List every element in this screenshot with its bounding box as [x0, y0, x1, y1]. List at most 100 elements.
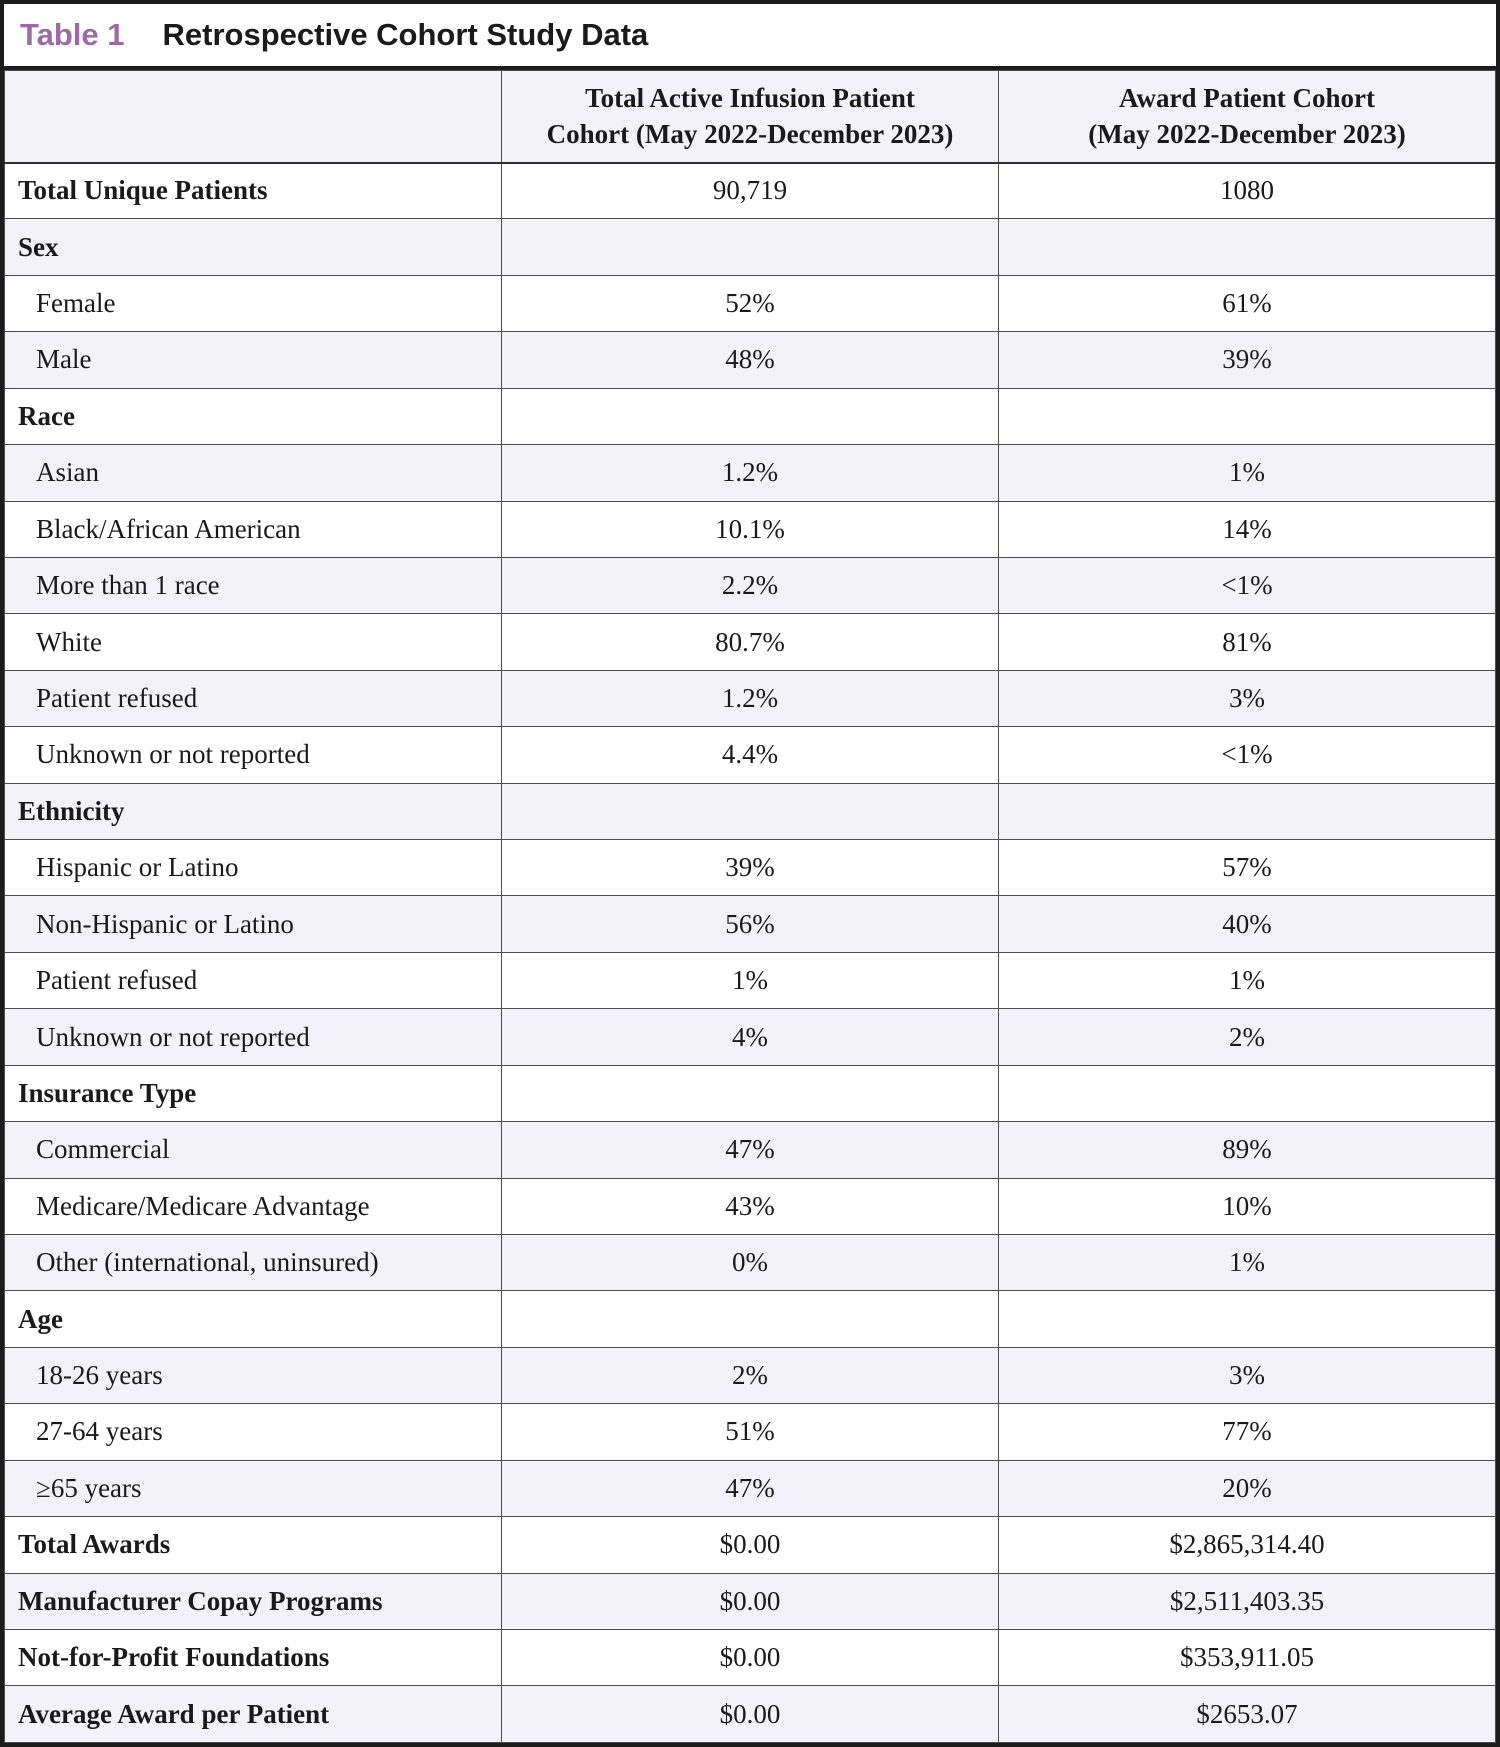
row-value-award-cohort: [998, 1064, 1496, 1123]
row-value-award-cohort: 89%: [998, 1121, 1496, 1179]
table-row: Commercial 47% 89%: [4, 1121, 1496, 1179]
row-value-award-cohort: $353,911.05: [998, 1628, 1496, 1687]
row-value-award-cohort: 1080: [998, 161, 1496, 220]
row-value-infusion-cohort: 2%: [501, 1346, 999, 1405]
row-value-award-cohort: [998, 782, 1496, 841]
table-row: Medicare/Medicare Advantage 43% 10%: [4, 1177, 1496, 1236]
row-value-infusion-cohort: 1.2%: [501, 444, 999, 502]
row-value-award-cohort: <1%: [998, 556, 1496, 615]
table-container: Total Active Infusion Patient Cohort (Ma…: [4, 70, 1496, 1743]
row-value-infusion-cohort: 4%: [501, 1008, 999, 1066]
row-label: Total Awards: [4, 1516, 502, 1574]
row-value-infusion-cohort: [501, 387, 999, 446]
table-row: Male 48% 39%: [4, 331, 1496, 389]
row-label: Black/African American: [4, 500, 502, 558]
row-value-infusion-cohort: $0.00: [501, 1628, 999, 1687]
row-label: Race: [4, 387, 502, 446]
row-value-infusion-cohort: 10.1%: [501, 500, 999, 558]
table-row: Insurance Type: [4, 1064, 1496, 1123]
row-label: Medicare/Medicare Advantage: [4, 1177, 502, 1236]
row-label: White: [4, 613, 502, 671]
row-value-award-cohort: 3%: [998, 1346, 1496, 1405]
table-row: Black/African American 10.1% 14%: [4, 500, 1496, 558]
table-title-text: Retrospective Cohort Study Data: [162, 17, 649, 52]
row-value-award-cohort: $2,865,314.40: [998, 1516, 1496, 1574]
row-label: Patient refused: [4, 951, 502, 1010]
table-row: Total Awards $0.00 $2,865,314.40: [4, 1516, 1496, 1574]
table-row: Unknown or not reported 4.4% <1%: [4, 726, 1496, 784]
row-value-award-cohort: 20%: [998, 1459, 1496, 1518]
table-title-bar: Table 1 Retrospective Cohort Study Data: [4, 4, 1496, 70]
row-value-infusion-cohort: 80.7%: [501, 613, 999, 671]
table-row: 18-26 years 2% 3%: [4, 1346, 1496, 1405]
header-row: Total Active Infusion Patient Cohort (Ma…: [4, 70, 1496, 164]
row-value-infusion-cohort: 43%: [501, 1177, 999, 1236]
table-row: Not-for-Profit Foundations $0.00 $353,911.…: [4, 1628, 1496, 1687]
table-body: Total Unique Patients 90,719 1080 Sex Female…: [4, 161, 1496, 1743]
table-row: Female 52% 61%: [4, 274, 1496, 333]
row-value-infusion-cohort: 1.2%: [501, 669, 999, 728]
row-value-infusion-cohort: [501, 1290, 999, 1348]
row-value-award-cohort: 39%: [998, 331, 1496, 389]
table-row: Ethnicity: [4, 782, 1496, 841]
table-number-label: Table 1: [20, 17, 125, 52]
row-value-infusion-cohort: 51%: [501, 1403, 999, 1461]
row-label: Insurance Type: [4, 1064, 502, 1123]
table-row: Manufacturer Copay Programs $0.00 $2,511,4…: [4, 1572, 1496, 1630]
table-row: Other (international, uninsured) 0% 1%: [4, 1234, 1496, 1292]
row-value-infusion-cohort: 48%: [501, 331, 999, 389]
table-row: Total Unique Patients 90,719 1080: [4, 161, 1496, 220]
row-value-award-cohort: [998, 387, 1496, 446]
cohort-study-table: Total Active Infusion Patient Cohort (Ma…: [4, 70, 1496, 1743]
row-value-infusion-cohort: 47%: [501, 1121, 999, 1179]
row-value-award-cohort: $2,511,403.35: [998, 1572, 1496, 1630]
row-label: More than 1 race: [4, 556, 502, 615]
row-value-award-cohort: 14%: [998, 500, 1496, 558]
row-value-award-cohort: 2%: [998, 1008, 1496, 1066]
row-label: Patient refused: [4, 669, 502, 728]
row-value-infusion-cohort: [501, 1064, 999, 1123]
table-row: Sex: [4, 218, 1496, 276]
row-label: Total Unique Patients: [4, 161, 502, 220]
row-value-infusion-cohort: 4.4%: [501, 726, 999, 784]
row-value-award-cohort: 57%: [998, 839, 1496, 897]
table-row: Asian 1.2% 1%: [4, 444, 1496, 502]
row-value-award-cohort: <1%: [998, 726, 1496, 784]
row-label: Average Award per Patient: [4, 1685, 502, 1743]
row-value-award-cohort: [998, 218, 1496, 276]
row-label: Male: [4, 331, 502, 389]
table-row: More than 1 race 2.2% <1%: [4, 556, 1496, 615]
table-row: ≥65 years 47% 20%: [4, 1459, 1496, 1518]
row-value-infusion-cohort: 2.2%: [501, 556, 999, 615]
row-label: 27-64 years: [4, 1403, 502, 1461]
row-value-award-cohort: 61%: [998, 274, 1496, 333]
row-value-infusion-cohort: 52%: [501, 274, 999, 333]
row-label: Unknown or not reported: [4, 1008, 502, 1066]
row-label: Female: [4, 274, 502, 333]
row-value-infusion-cohort: 39%: [501, 839, 999, 897]
row-label: ≥65 years: [4, 1459, 502, 1518]
row-value-infusion-cohort: 47%: [501, 1459, 999, 1518]
row-value-award-cohort: 1%: [998, 951, 1496, 1010]
row-label: Unknown or not reported: [4, 726, 502, 784]
header-award-patient-cohort: Award Patient Cohort (May 2022-December …: [998, 70, 1496, 164]
row-value-infusion-cohort: [501, 782, 999, 841]
row-label: Age: [4, 1290, 502, 1348]
row-value-infusion-cohort: [501, 218, 999, 276]
table-row: Race: [4, 387, 1496, 446]
row-value-award-cohort: 1%: [998, 1234, 1496, 1292]
table-row: Hispanic or Latino 39% 57%: [4, 839, 1496, 897]
row-value-infusion-cohort: 0%: [501, 1234, 999, 1292]
table-row: Average Award per Patient $0.00 $2653.07: [4, 1685, 1496, 1743]
row-label: Not-for-Profit Foundations: [4, 1628, 502, 1687]
row-value-award-cohort: 10%: [998, 1177, 1496, 1236]
table-row: Age: [4, 1290, 1496, 1348]
row-label: Non-Hispanic or Latino: [4, 895, 502, 953]
row-label: Commercial: [4, 1121, 502, 1179]
row-value-award-cohort: 3%: [998, 669, 1496, 728]
row-value-infusion-cohort: $0.00: [501, 1685, 999, 1743]
row-label: Other (international, uninsured): [4, 1234, 502, 1292]
table-row: 27-64 years 51% 77%: [4, 1403, 1496, 1461]
row-value-award-cohort: 77%: [998, 1403, 1496, 1461]
